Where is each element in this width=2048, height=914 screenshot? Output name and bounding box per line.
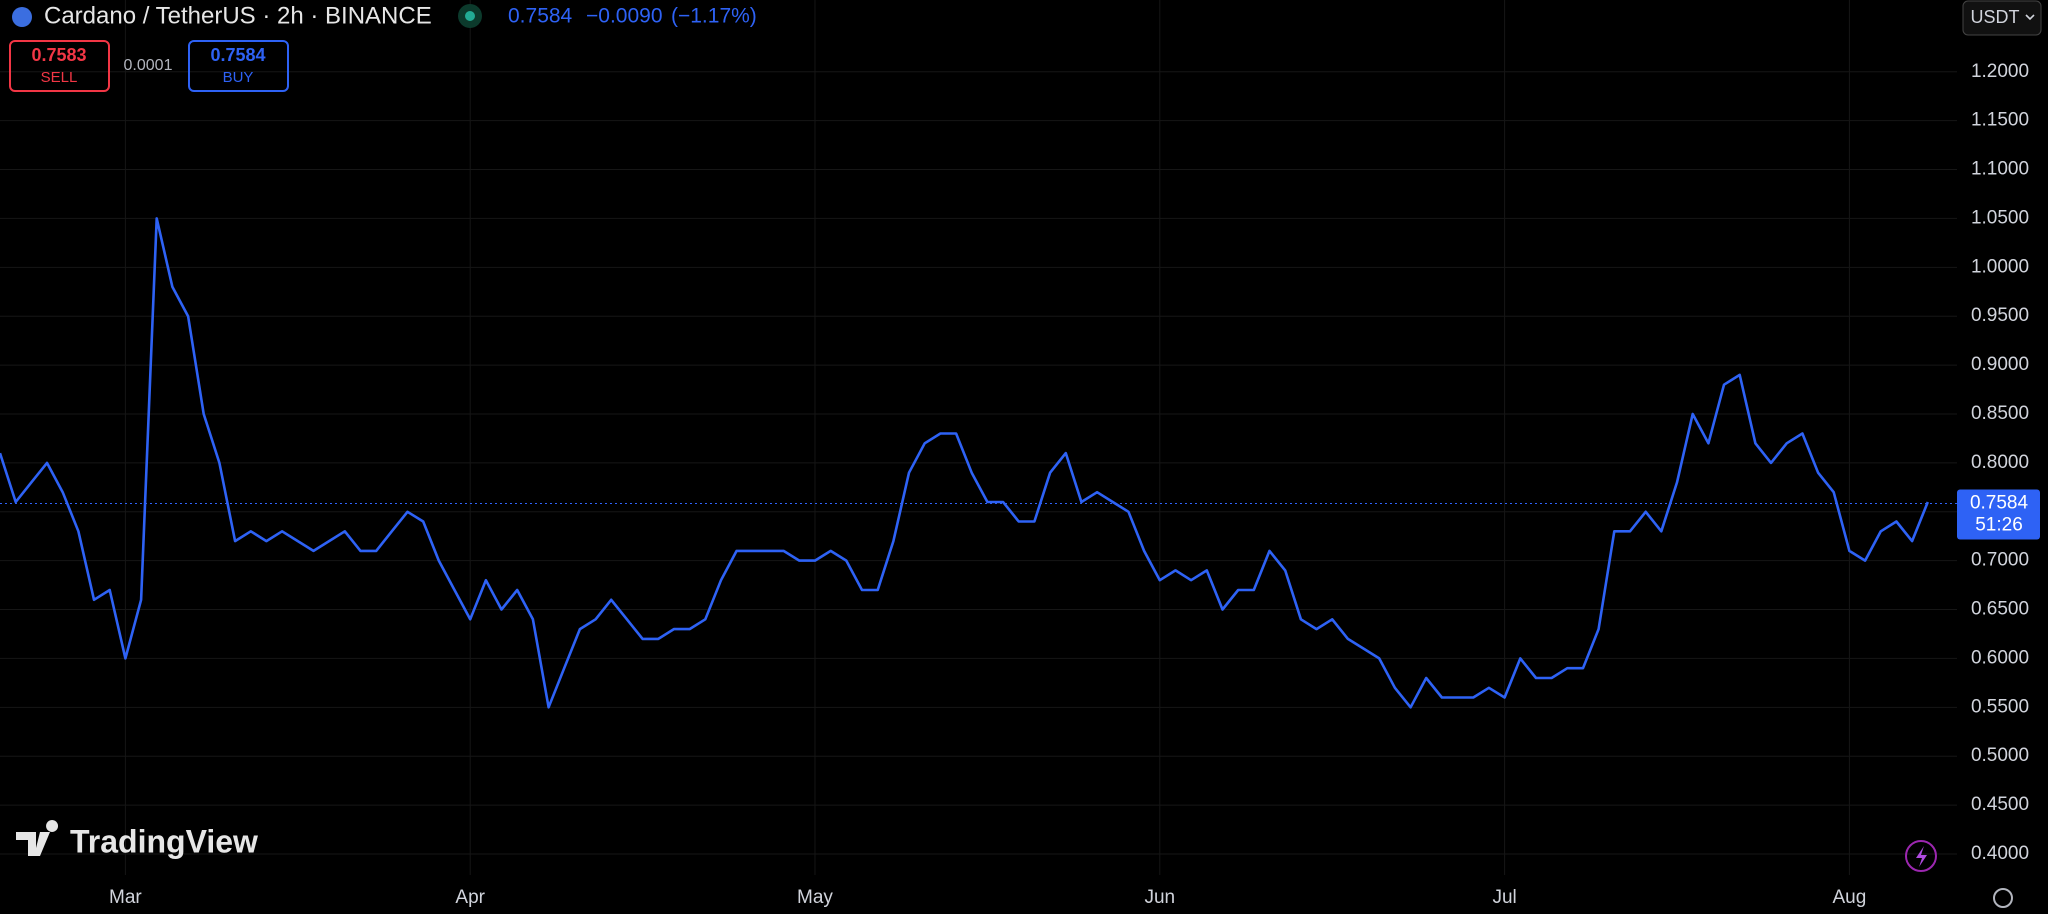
- buy-label: BUY: [223, 69, 254, 86]
- x-tick-label: Jun: [1144, 887, 1175, 908]
- y-tick-label: 1.0500: [1971, 207, 2029, 228]
- y-tick-label: 0.9500: [1971, 305, 2029, 326]
- plot: [0, 217, 1930, 709]
- y-tick-label: 0.9000: [1971, 354, 2029, 375]
- status-dot: [465, 11, 475, 21]
- currency-label: USDT: [1971, 7, 2020, 27]
- x-tick-label: May: [797, 887, 833, 908]
- lightning-button[interactable]: [1905, 840, 1937, 872]
- buy-button[interactable]: [188, 40, 289, 92]
- settings-button[interactable]: [1993, 888, 2013, 908]
- y-tick-label: 0.4500: [1971, 794, 2029, 815]
- y-tick-label: 1.0000: [1971, 256, 2029, 277]
- currency-button[interactable]: [1962, 0, 2042, 36]
- y-tick-label: 1.2000: [1971, 61, 2029, 82]
- header-change-pct: (−1.17%): [671, 5, 757, 28]
- y-tick-label: 0.6000: [1971, 647, 2029, 668]
- y-tick-label: 1.1000: [1971, 159, 2029, 180]
- logo-text: TradingView: [70, 823, 258, 859]
- grid: [0, 0, 1957, 875]
- header-change: −0.0090: [586, 5, 663, 28]
- y-tick-label: 0.8000: [1971, 452, 2029, 473]
- sell-button[interactable]: [9, 40, 110, 92]
- x-tick-label: Mar: [109, 887, 142, 908]
- x-tick-label: Apr: [455, 887, 485, 908]
- spread: 0.0001: [124, 57, 173, 74]
- y-tick-label: 0.6500: [1971, 599, 2029, 620]
- y-tick-label: 1.1500: [1971, 110, 2029, 131]
- currency-caret: [2025, 14, 2035, 21]
- x-tick-label: Jul: [1492, 887, 1516, 908]
- last-price-badge: [1957, 489, 2040, 540]
- y-tick-label: 0.4000: [1971, 843, 2029, 864]
- header-price: 0.7584: [508, 5, 573, 28]
- buy-price: 0.7584: [210, 45, 265, 65]
- countdown-label: 51:26: [1975, 515, 2023, 536]
- y-tick-label: 0.5000: [1971, 745, 2029, 766]
- x-tick-label: Aug: [1833, 887, 1867, 908]
- symbol-title: Cardano / TetherUS · 2h · BINANCE: [44, 2, 432, 29]
- symbol-icon: [12, 7, 32, 27]
- last-price-label: 0.7584: [1970, 493, 2029, 514]
- price-line: [0, 217, 1930, 709]
- lightning-icon: [1916, 846, 1927, 867]
- y-tick-label: 0.5500: [1971, 696, 2029, 717]
- y-tick-label: 0.7000: [1971, 550, 2029, 571]
- y-tick-label: 0.8500: [1971, 403, 2029, 424]
- sell-price: 0.7583: [31, 45, 86, 65]
- sell-label: SELL: [41, 69, 78, 86]
- logo-mark: [16, 820, 59, 856]
